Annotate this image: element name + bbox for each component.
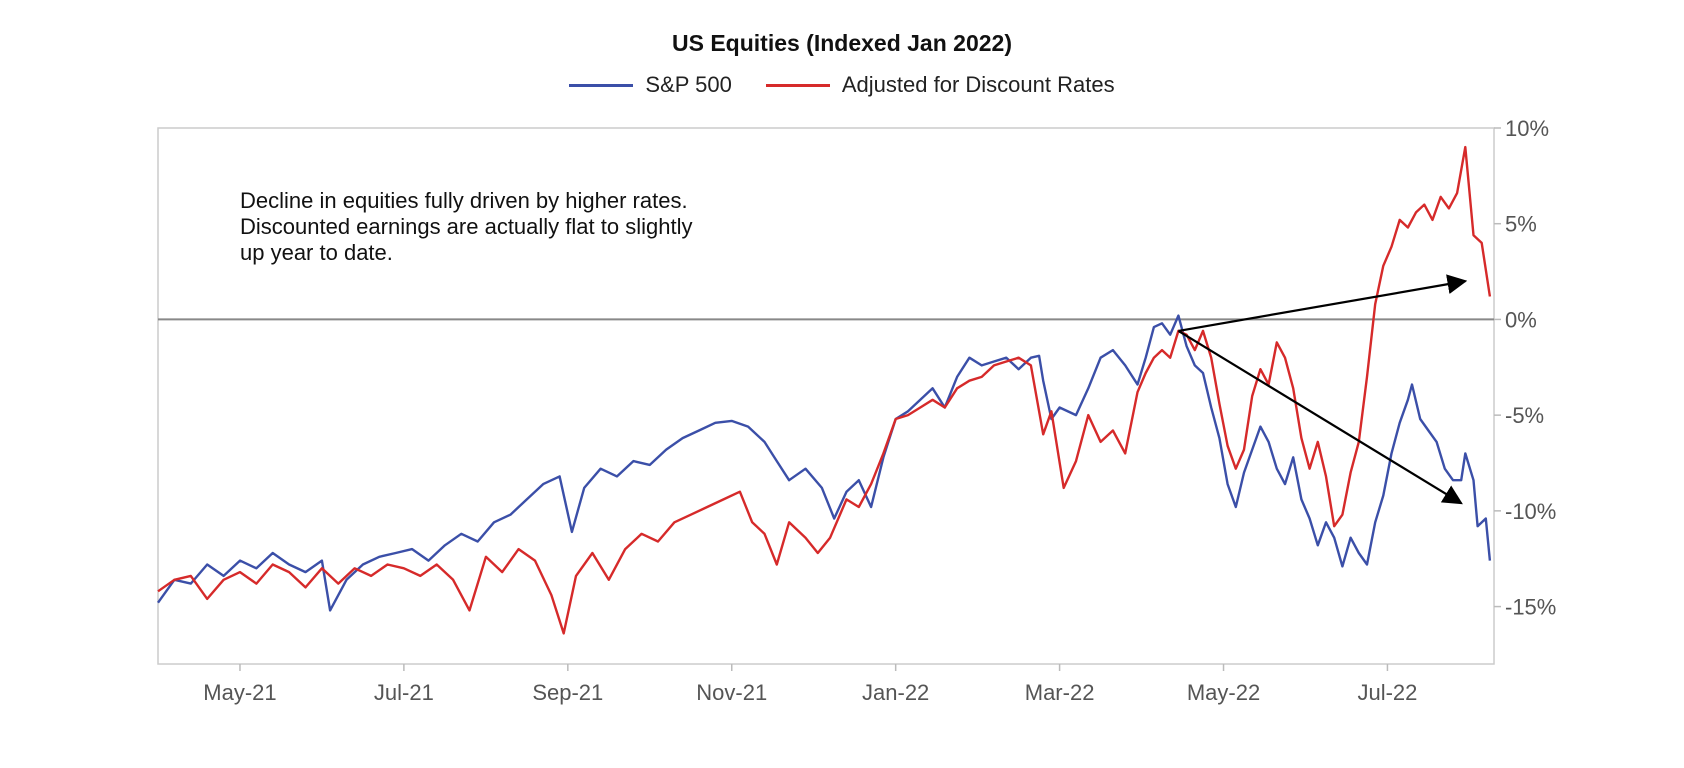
x-tick-label: May-22: [1187, 680, 1260, 705]
plot-frame: [157, 127, 1495, 665]
x-tick-label: Jul-22: [1357, 680, 1417, 705]
y-tick-label: -10%: [1505, 499, 1556, 524]
legend-label-adjusted: Adjusted for Discount Rates: [841, 72, 1115, 97]
annotation-line: Discounted earnings are actually flat to…: [240, 214, 692, 239]
y-tick-label: -15%: [1505, 595, 1556, 620]
arrow-up: [1178, 274, 1468, 332]
legend: S&P 500 Adjusted for Discount Rates: [0, 72, 1684, 98]
y-tick-label: 5%: [1505, 212, 1537, 237]
y-tick-label: 0%: [1505, 307, 1537, 332]
x-tick-label: May-21: [203, 680, 276, 705]
y-axis: 10% 5% 0% -5% -10% -15%: [1494, 116, 1556, 620]
y-tick-label: -5%: [1505, 403, 1544, 428]
x-tick-label: Jan-22: [862, 680, 929, 705]
legend-swatch-adjusted: [765, 83, 830, 87]
x-tick-label: Mar-22: [1025, 680, 1095, 705]
chart-title: US Equities (Indexed Jan 2022): [671, 30, 1012, 56]
x-tick-label: Nov-21: [696, 680, 767, 705]
legend-item-adjusted: Adjusted for Discount Rates: [765, 72, 1115, 98]
series-layer: [157, 145, 1492, 635]
annotation-line: Decline in equities fully driven by high…: [240, 188, 688, 213]
arrow-layer: [1177, 274, 1468, 505]
legend-item-sp500: S&P 500: [569, 72, 732, 98]
annotation-text: Decline in equities fully driven by high…: [240, 188, 692, 265]
x-tick-label: Sep-21: [532, 680, 603, 705]
legend-swatch-sp500: [569, 83, 634, 87]
arrow-down: [1177, 329, 1463, 505]
series-line-adjusted: [157, 145, 1492, 635]
y-tick-label: 10%: [1505, 116, 1549, 141]
x-tick-label: Jul-21: [374, 680, 434, 705]
series-line-sp500: [157, 314, 1492, 612]
x-axis: May-21 Jul-21 Sep-21 Nov-21 Jan-22 Mar-22 May-…: [203, 664, 1417, 705]
annotation-line: up year to date.: [240, 240, 393, 265]
legend-label-sp500: S&P 500: [645, 72, 732, 97]
